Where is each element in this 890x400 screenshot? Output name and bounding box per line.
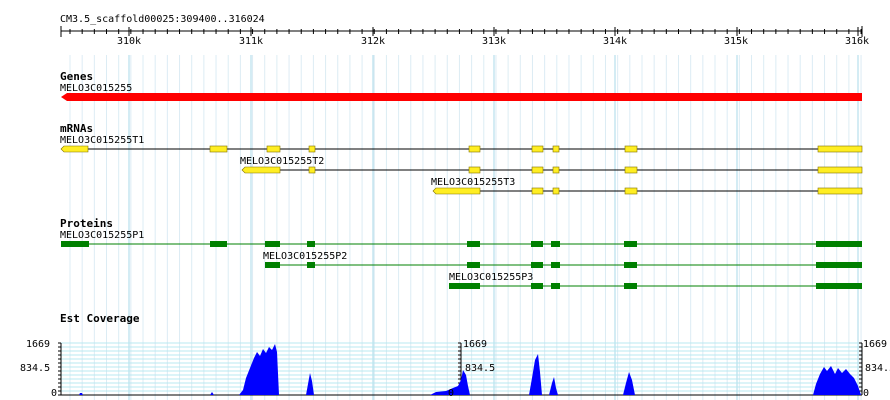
tick-label-313k: 313k	[482, 36, 507, 47]
tick-label-310k: 310k	[117, 36, 142, 47]
protein-p3-block	[531, 283, 543, 289]
protein-p1-block	[551, 241, 560, 247]
mrna-label-t1: MELO3C015255T1	[60, 135, 145, 146]
coverage-max-label-mid: 1669	[463, 339, 488, 350]
gene-feature-bar	[61, 93, 862, 101]
protein-p2-block	[265, 262, 280, 268]
mrna-t3-exon	[552, 187, 560, 195]
mrna-t3-exon	[624, 187, 638, 195]
mrna-t1-exon	[817, 145, 863, 153]
coverage-peak	[623, 372, 635, 395]
mrna-t3-exon	[817, 187, 863, 195]
mrna-t1-exon	[624, 145, 638, 153]
protein-label-p2: MELO3C015255P2	[263, 251, 348, 262]
genes-track-title: Genes	[60, 70, 94, 83]
mrna-t1-exon	[209, 145, 228, 153]
coverage-peak	[79, 393, 83, 395]
coverage-peak	[430, 370, 470, 395]
coverage-mid-label-right: 834.5	[865, 363, 890, 374]
mrna-t3-exon	[432, 187, 481, 195]
coverage-zero-label-left: 0	[51, 388, 58, 399]
mrna-t2-exon	[817, 166, 863, 174]
coverage-mid-label-left: 834.5	[20, 363, 51, 374]
mrna-t1-exon	[60, 145, 89, 153]
protein-p1-block	[265, 241, 280, 247]
protein-p1-block	[816, 241, 862, 247]
protein-label-p1: MELO3C015255P1	[60, 230, 145, 241]
protein-p2-block	[307, 262, 315, 268]
protein-p2-block	[467, 262, 480, 268]
protein-p3-block	[816, 283, 862, 289]
tick-label-314k: 314k	[603, 36, 628, 47]
location-label: CM3.5_scaffold00025:309400..316024	[60, 14, 265, 25]
mrna-t2-exon	[624, 166, 638, 174]
protein-p1-block	[467, 241, 480, 247]
coverage-zero-label-right: 0	[863, 388, 870, 399]
gene-label: MELO3C015255	[60, 83, 133, 94]
coverage-peak	[529, 354, 542, 395]
protein-p2-block	[551, 262, 560, 268]
mrna-t1-exon	[531, 145, 544, 153]
tick-label-311k: 311k	[239, 36, 264, 47]
mrna-t1-exon	[308, 145, 316, 153]
mrna-t1-exon	[266, 145, 281, 153]
protein-p1-block	[531, 241, 543, 247]
protein-p3-block	[551, 283, 560, 289]
coverage-max-label-left: 1669	[26, 339, 51, 350]
coverage-peak	[306, 373, 314, 395]
protein-p2-block	[531, 262, 543, 268]
coverage-peak	[239, 344, 279, 395]
mrna-t2-exon	[552, 166, 560, 174]
protein-p2-block	[816, 262, 862, 268]
protein-p3-block	[624, 283, 637, 289]
protein-p3-block	[449, 283, 480, 289]
mrna-t3-exon	[531, 187, 544, 195]
mrna-label-t2: MELO3C015255T2	[240, 156, 325, 167]
mrnas-track-title: mRNAs	[60, 122, 94, 135]
coverage-peak	[210, 392, 214, 395]
tick-label-312k: 312k	[361, 36, 386, 47]
mrna-label-t3: MELO3C015255T3	[431, 177, 516, 188]
coverage-peak	[813, 366, 861, 395]
coverage-track-title: Est Coverage	[60, 312, 140, 325]
mrna-t2-exon	[531, 166, 544, 174]
protein-p1-block	[624, 241, 637, 247]
protein-p1-block	[61, 241, 89, 247]
tick-label-316k: 316k	[845, 36, 870, 47]
proteins-track-title: Proteins	[60, 217, 113, 230]
protein-p1-block	[307, 241, 315, 247]
mrna-t1-exon	[468, 145, 481, 153]
protein-p2-block	[624, 262, 637, 268]
mrna-t2-exon	[241, 166, 281, 174]
coverage-mid-label-mid: 834.5	[465, 363, 496, 374]
protein-label-p3: MELO3C015255P3	[449, 272, 534, 283]
mrna-t1-exon	[552, 145, 560, 153]
coverage-zero-label-mid: 0	[448, 388, 455, 399]
mrna-t2-exon	[308, 166, 316, 174]
mrna-t2-exon	[468, 166, 481, 174]
tick-label-315k: 315k	[724, 36, 749, 47]
coverage-peak	[549, 377, 558, 395]
protein-p1-block	[210, 241, 227, 247]
coverage-max-label-right: 1669	[863, 339, 888, 350]
